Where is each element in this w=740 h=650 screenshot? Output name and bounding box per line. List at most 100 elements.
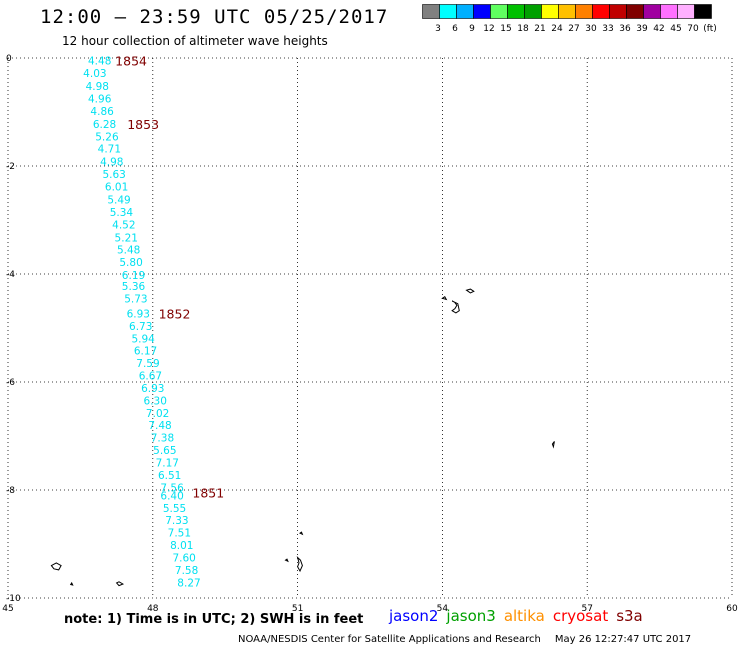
wave-height-value: 6.93: [141, 383, 164, 395]
legend-label: 15: [500, 24, 511, 34]
legend-swatch: [694, 4, 712, 19]
island-outline: [115, 581, 125, 587]
legend-label: 42: [653, 24, 664, 34]
wave-height-value: 7.60: [172, 553, 195, 565]
x-tick-label: 51: [292, 604, 303, 614]
wave-height-value: 7.17: [156, 457, 179, 469]
wave-height-value: 4.98: [100, 157, 123, 169]
y-tick-label: -4: [6, 270, 15, 280]
y-tick-label: 0: [6, 54, 12, 64]
color-legend: 3 6 9 12 15 18 21 24 27 30 33 36 39 42 45 70 (ft): [422, 4, 717, 34]
y-tick-label: -10: [6, 594, 21, 604]
wave-height-value: 7.51: [168, 528, 191, 540]
track-time-label: 1851: [192, 486, 224, 501]
legend-label: 30: [585, 24, 597, 34]
track-time-label: 1854: [115, 54, 147, 69]
wave-height-value: 7.59: [136, 358, 159, 370]
wave-height-value: 7.38: [151, 433, 174, 445]
wave-height-value: 7.58: [175, 565, 198, 577]
island-outline: [551, 441, 555, 449]
x-tick-label: 48: [147, 604, 159, 614]
legend-label: 27: [568, 24, 579, 34]
island-outline: [451, 300, 460, 314]
legend-label: 39: [636, 24, 648, 34]
legend-label: 12: [483, 24, 494, 34]
wave-height-value: 5.94: [131, 333, 155, 345]
wave-height-value: 5.49: [107, 194, 130, 206]
wave-height-value: 6.19: [122, 270, 145, 282]
chart-subtitle: 12 hour collection of altimeter wave hei…: [62, 34, 328, 48]
wave-height-value: 4.98: [86, 81, 109, 93]
wave-height-value: 5.63: [102, 169, 125, 181]
legend-label: 33: [602, 24, 613, 34]
wave-height-value: 6.17: [134, 346, 157, 358]
legend-label: 6: [452, 24, 458, 34]
island-outline: [299, 531, 304, 536]
x-tick-label: 60: [726, 604, 738, 614]
legend-label: 3: [435, 24, 441, 34]
wave-height-value: 4.03: [83, 68, 106, 80]
legend-label: 24: [551, 24, 563, 34]
wave-height-value: 6.01: [105, 182, 128, 194]
x-tick-label: 54: [437, 604, 449, 614]
island-outline: [284, 558, 289, 563]
footer-org: NOAA/NESDIS Center for Satellite Applica…: [238, 634, 541, 645]
island-outline: [69, 581, 74, 586]
wave-height-value: 4.96: [88, 94, 112, 106]
track-time-label: 1853: [127, 117, 159, 132]
legend-label: 45: [670, 24, 681, 34]
wave-height-value: 8.01: [170, 540, 193, 552]
wave-height-value: 6.51: [158, 470, 181, 482]
satellite-altika: altika: [503, 607, 545, 625]
wave-height-value: 4.52: [112, 219, 135, 231]
wave-height-value: 5.55: [163, 503, 186, 515]
wave-height-value: 5.65: [153, 445, 176, 457]
island-outline: [441, 295, 448, 301]
y-tick-label: -2: [6, 162, 15, 172]
x-tick-label: 57: [581, 604, 592, 614]
satellite-jason2: jason2: [389, 607, 439, 625]
wave-height-value: 6.93: [127, 308, 150, 320]
wave-height-value: 6.73: [129, 321, 152, 333]
wave-height-value: 5.26: [95, 131, 119, 143]
wave-height-value: 5.73: [124, 293, 147, 305]
satellite-s3a: s3a: [616, 607, 643, 625]
legend-label: 21: [534, 24, 545, 34]
satellite-cryosat: cryosat: [552, 607, 609, 625]
wave-height-value: 4.48: [88, 56, 111, 68]
island-outline: [50, 562, 62, 571]
wave-height-value: 8.27: [177, 577, 200, 589]
track-time-label: 1852: [159, 306, 191, 321]
y-tick-label: -8: [6, 486, 15, 496]
satellite-legend: jason2 jason3 altika cryosat s3a: [389, 607, 651, 625]
wave-height-value: 4.86: [90, 106, 114, 118]
wave-height-value: 7.56: [160, 482, 184, 494]
x-tick-label: 45: [2, 604, 13, 614]
footer-timestamp: May 26 12:27:47 UTC 2017: [554, 634, 692, 645]
wave-height-value: 5.21: [115, 232, 138, 244]
legend-label: 9: [469, 24, 475, 34]
legend-label: 36: [619, 24, 631, 34]
wave-height-value: 7.33: [165, 515, 188, 527]
wave-height-value: 5.80: [119, 257, 142, 269]
wave-height-value: 7.48: [148, 420, 171, 432]
wave-height-value: 6.67: [139, 371, 162, 383]
chart-title: 12:00 – 23:59 UTC 05/25/2017: [40, 6, 389, 28]
footer: NOAA/NESDIS Center for Satellite Applica…: [238, 634, 691, 645]
wave-height-value: 6.40: [160, 490, 183, 502]
wave-height-value: 5.34: [110, 207, 134, 219]
units-note: note: 1) Time is in UTC; 2) SWH is in fe…: [64, 612, 364, 627]
satellite-jason3: jason3: [446, 607, 496, 625]
wave-height-value: 7.02: [146, 408, 169, 420]
wave-height-value: 5.36: [122, 281, 146, 293]
wave-height-value: 4.71: [98, 144, 121, 156]
wave-height-value: 5.48: [117, 245, 140, 257]
wave-height-value: 6.28: [93, 119, 116, 131]
y-tick-label: -6: [6, 378, 15, 388]
legend-label: (ft): [703, 24, 717, 34]
island-outline: [465, 288, 475, 294]
legend-label: 18: [517, 24, 529, 34]
island-outline: [296, 555, 303, 573]
legend-label: 70: [687, 24, 699, 34]
